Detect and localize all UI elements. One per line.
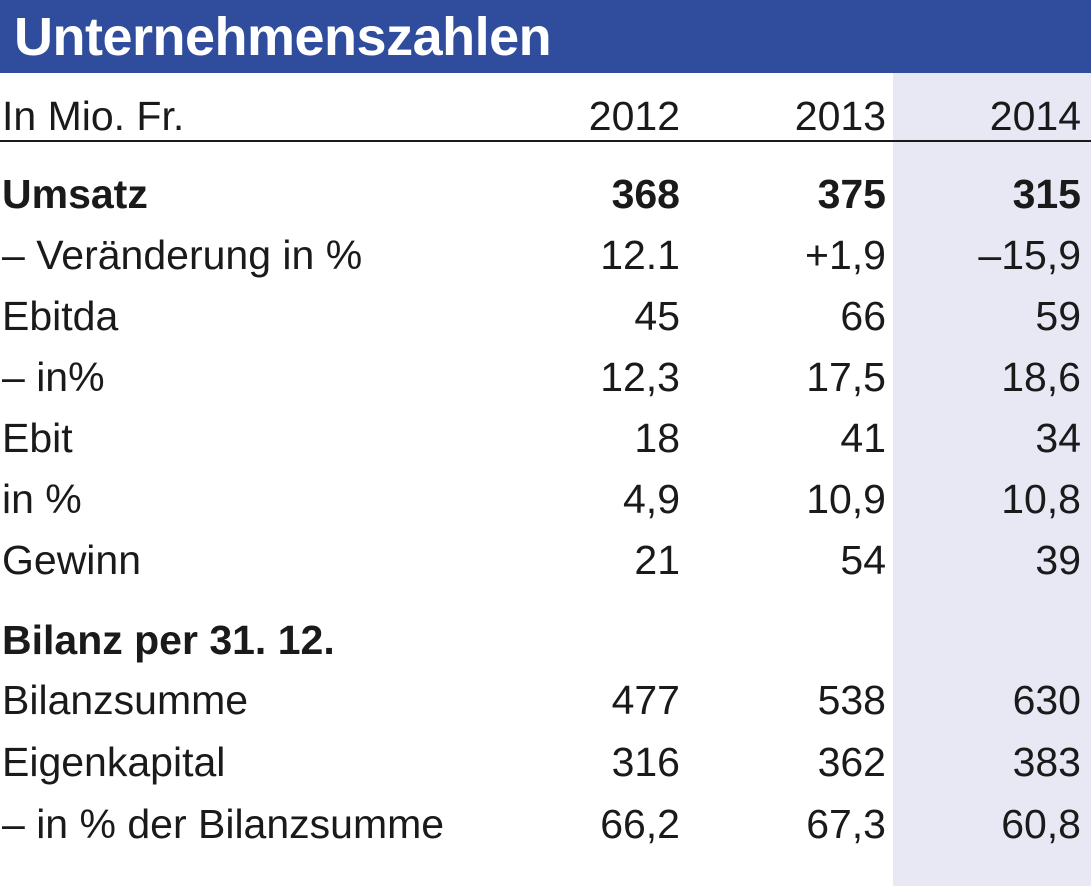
- value-2012: 4,9: [623, 476, 680, 522]
- highlight-column-2014: [893, 73, 1091, 886]
- title-bar: Unternehmenszahlen: [0, 0, 1091, 73]
- value-2012: 477: [611, 677, 680, 723]
- value-2014: 383: [1012, 739, 1081, 785]
- value-2012: 18: [634, 415, 680, 461]
- value-2012: 45: [634, 293, 680, 339]
- value-2012: 316: [611, 739, 680, 785]
- unit-label: In Mio. Fr.: [2, 93, 185, 139]
- row-label: Ebit: [2, 415, 73, 461]
- row-label: Eigenkapital: [2, 739, 226, 785]
- value-2013: 41: [840, 415, 886, 461]
- value-2013: 538: [817, 677, 886, 723]
- value-2012: 368: [611, 171, 680, 217]
- value-2014: 315: [1012, 171, 1081, 217]
- year-header-2014: 2014: [989, 93, 1081, 139]
- page-title: Unternehmenszahlen: [14, 7, 552, 67]
- value-2013: 375: [817, 171, 886, 217]
- value-2014: 34: [1035, 415, 1081, 461]
- value-2014: 60,8: [1001, 801, 1081, 847]
- row-label: – in%: [2, 354, 105, 400]
- value-2014: –15,9: [978, 232, 1081, 278]
- row-label: Gewinn: [2, 537, 142, 583]
- row-label: in %: [2, 476, 82, 522]
- section-heading-bilanz: Bilanz per 31. 12.: [0, 610, 1091, 670]
- section-heading: Bilanz per 31. 12.: [2, 617, 335, 663]
- header-divider: [0, 140, 1091, 142]
- value-2012: 66,2: [600, 801, 680, 847]
- year-header-2012: 2012: [588, 93, 680, 139]
- row-label: – in % der Bilanzsumme: [2, 801, 445, 847]
- value-2014: 18,6: [1001, 354, 1081, 400]
- value-2013: +1,9: [805, 232, 886, 278]
- value-2013: 66: [840, 293, 886, 339]
- row-label: Ebitda: [2, 293, 119, 339]
- value-2014: 630: [1012, 677, 1081, 723]
- value-2012: 12.1: [600, 232, 680, 278]
- table-row-umsatz: Umsatz 368 375 315: [0, 164, 1091, 224]
- value-2014: 59: [1035, 293, 1081, 339]
- table-row-veraenderung: – Veränderung in % 12.1 +1,9 –15,9: [0, 225, 1091, 285]
- value-2013: 54: [840, 537, 886, 583]
- table-row-gewinn: Gewinn 21 54 39: [0, 530, 1091, 590]
- year-header-2013: 2013: [794, 93, 886, 139]
- table-row-eigenkapital: Eigenkapital 316 362 383: [0, 732, 1091, 792]
- table-row-ek-quote: – in % der Bilanzsumme 66,2 67,3 60,8: [0, 794, 1091, 854]
- value-2013: 362: [817, 739, 886, 785]
- value-2014: 10,8: [1001, 476, 1081, 522]
- row-label: – Veränderung in %: [2, 232, 363, 278]
- value-2012: 21: [634, 537, 680, 583]
- table-row-ebit: Ebit 18 41 34: [0, 408, 1091, 468]
- row-label: Bilanzsumme: [2, 677, 249, 723]
- table-row-ebitda-percent: – in% 12,3 17,5 18,6: [0, 347, 1091, 407]
- value-2013: 17,5: [806, 354, 886, 400]
- value-2013: 10,9: [806, 476, 886, 522]
- table-row-ebitda: Ebitda 45 66 59: [0, 286, 1091, 346]
- table-row-bilanzsumme: Bilanzsumme 477 538 630: [0, 670, 1091, 730]
- row-label: Umsatz: [2, 171, 148, 217]
- header-row: In Mio. Fr. 2012 2013 2014: [0, 86, 1091, 146]
- value-2012: 12,3: [600, 354, 680, 400]
- value-2013: 67,3: [806, 801, 886, 847]
- value-2014: 39: [1035, 537, 1081, 583]
- table-row-ebit-percent: in % 4,9 10,9 10,8: [0, 469, 1091, 529]
